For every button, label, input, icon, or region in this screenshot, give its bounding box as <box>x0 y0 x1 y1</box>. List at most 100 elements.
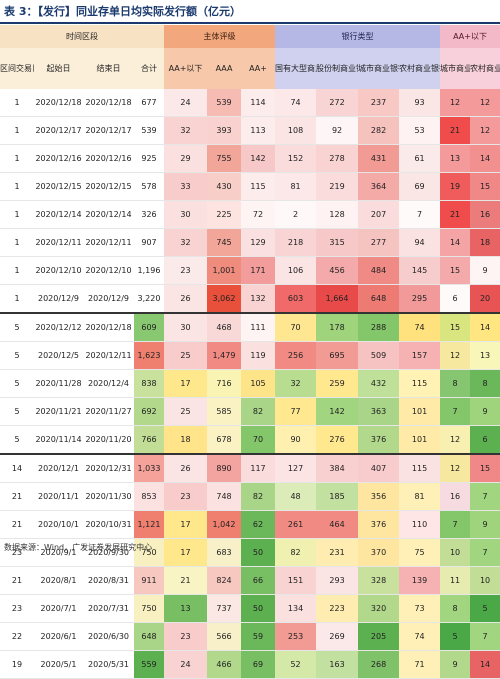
table-cell: 2020/12/17 <box>34 116 83 145</box>
table-cell: 111 <box>241 312 276 342</box>
table-row: 14 2020/12/1 2020/12/31 1,033 26 890 117 127 384… <box>0 453 500 483</box>
table-row: 5 2020/12/12 2020/12/18 609 30 468 111 70 178 288… <box>0 312 500 342</box>
table-cell: 29 <box>164 144 207 173</box>
table-cell: 320 <box>358 594 400 623</box>
table-cell: 677 <box>134 89 164 117</box>
table-cell: 218 <box>275 228 317 257</box>
table-cell: 32 <box>164 228 207 257</box>
table-cell: 1,664 <box>316 284 359 314</box>
table-cell: 7 <box>399 200 441 229</box>
table-cell: 277 <box>358 228 400 257</box>
column-header: 城市商业银行 <box>440 48 471 89</box>
table-cell: 8 <box>470 369 500 398</box>
table-row: 21 2020/8/1 2020/8/31 911 21 824 66 151 293 328 13… <box>0 566 500 595</box>
table-cell: 2020/8/31 <box>83 566 134 595</box>
table-cell: 2020/12/11 <box>83 341 134 370</box>
table-body: 1 2020/12/18 2020/12/18 677 24 539 114 74 272 237… <box>0 89 500 679</box>
table-cell: 15 <box>470 453 500 483</box>
table-cell: 431 <box>358 144 400 173</box>
table-cell: 129 <box>241 228 276 257</box>
table-cell: 2020/12/9 <box>83 284 134 314</box>
column-header: AAA <box>207 48 241 89</box>
table-cell: 2020/12/11 <box>34 228 83 257</box>
table-cell: 21 <box>440 116 471 145</box>
table-cell: 12 <box>440 89 471 117</box>
table-cell: 2020/12/11 <box>83 228 134 257</box>
table-cell: 207 <box>358 200 400 229</box>
table-cell: 269 <box>316 622 359 651</box>
table-cell: 2020/12/18 <box>34 89 83 117</box>
table-cell: 7 <box>470 538 500 567</box>
table-cell: 23 <box>164 256 207 285</box>
table-cell: 853 <box>134 482 164 511</box>
table-cell: 1 <box>0 256 34 285</box>
table-cell: 115 <box>241 172 276 201</box>
table-cell: 2020/7/1 <box>34 594 83 623</box>
table-cell: 62 <box>241 510 276 539</box>
table-row: 1 2020/12/11 2020/12/11 907 32 745 129 218 315 27… <box>0 228 500 257</box>
table-cell: 2020/12/16 <box>34 144 83 173</box>
table-cell: 2020/6/30 <box>83 622 134 651</box>
table-cell: 11 <box>440 566 471 595</box>
table-cell: 2 <box>275 200 317 229</box>
table-cell: 128 <box>316 200 359 229</box>
source-note: 数据来源：Wind，广发证券发展研究中心 <box>4 543 153 552</box>
table-cell: 231 <box>316 538 359 567</box>
table-row: 22 2020/6/1 2020/6/30 648 23 566 59 253 269 205 74… <box>0 622 500 651</box>
table-cell: 7 <box>440 510 471 539</box>
column-header: 起始日 <box>34 48 83 89</box>
table-cell: 393 <box>207 116 241 145</box>
table-cell: 559 <box>134 650 164 679</box>
table-cell: 237 <box>358 89 400 117</box>
table-cell: 50 <box>241 594 276 623</box>
table-cell: 52 <box>275 650 317 679</box>
column-header-row: 区间交易日 起始日 结束日 合计 AA+以下 AAA AA+ 国有大型商业银行 … <box>0 48 500 89</box>
table-cell: 603 <box>275 284 317 314</box>
column-header: 国有大型商业银行 <box>275 48 317 89</box>
table-cell: 81 <box>275 172 317 201</box>
table-cell: 101 <box>399 425 441 455</box>
table-cell: 838 <box>134 369 164 398</box>
table-cell: 12 <box>470 116 500 145</box>
table-cell: 678 <box>207 425 241 455</box>
table-cell: 23 <box>0 594 34 623</box>
table-row: 19 2020/5/1 2020/5/31 559 24 466 69 52 163 268 71 9… <box>0 650 500 679</box>
table-cell: 12 <box>470 89 500 117</box>
table-cell: 824 <box>207 566 241 595</box>
table-cell: 93 <box>399 89 441 117</box>
table-cell: 539 <box>207 89 241 117</box>
title-rule <box>0 22 500 24</box>
table-cell: 26 <box>164 284 207 314</box>
table-cell: 23 <box>164 622 207 651</box>
table-cell: 276 <box>316 425 359 455</box>
table-cell: 18 <box>164 425 207 455</box>
table-cell: 13 <box>164 594 207 623</box>
table-cell: 18 <box>470 228 500 257</box>
table-cell: 2020/12/12 <box>34 312 83 342</box>
table-cell: 695 <box>316 341 359 370</box>
table-row: 21 2020/10/1 2020/10/31 1,121 17 1,042 62 261 46… <box>0 510 500 539</box>
table-cell: 253 <box>275 622 317 651</box>
table-cell: 1,479 <box>207 341 241 370</box>
table-cell: 745 <box>207 228 241 257</box>
table-cell: 370 <box>358 538 400 567</box>
table-cell: 766 <box>134 425 164 455</box>
table-cell: 2020/5/1 <box>34 650 83 679</box>
table-cell: 2020/12/5 <box>34 341 83 370</box>
table-cell: 178 <box>316 312 359 342</box>
table-cell: 145 <box>399 256 441 285</box>
table-cell: 5 <box>0 312 34 342</box>
table-cell: 33 <box>164 172 207 201</box>
table-cell: 101 <box>399 397 441 426</box>
table-cell: 26 <box>164 453 207 483</box>
table-cell: 16 <box>440 482 471 511</box>
table-cell: 1,196 <box>134 256 164 285</box>
table-cell: 7 <box>440 397 471 426</box>
table-cell: 219 <box>316 172 359 201</box>
table-cell: 142 <box>241 144 276 173</box>
table-cell: 90 <box>275 425 317 455</box>
group-header-time: 时间区段 <box>0 25 164 48</box>
table-cell: 21 <box>0 566 34 595</box>
column-header: AA+ <box>241 48 276 89</box>
table-row: 1 2020/12/17 2020/12/17 539 32 393 113 108 92 282… <box>0 116 500 145</box>
